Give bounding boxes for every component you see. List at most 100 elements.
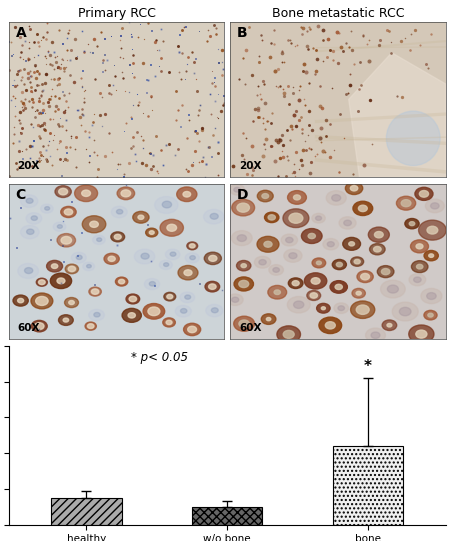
Circle shape [32,320,47,332]
Circle shape [141,253,149,259]
Circle shape [361,274,369,280]
Circle shape [350,186,358,191]
Circle shape [349,242,355,246]
Circle shape [126,294,140,304]
Circle shape [185,253,199,263]
Circle shape [205,281,220,292]
Title: Primary RCC: Primary RCC [77,8,155,21]
Circle shape [129,296,137,302]
Circle shape [183,192,191,197]
Circle shape [254,256,271,268]
Circle shape [405,219,419,229]
Circle shape [326,190,346,205]
Circle shape [89,309,104,321]
Circle shape [353,201,373,215]
Circle shape [409,325,434,343]
Circle shape [162,201,171,208]
Circle shape [351,301,375,319]
Circle shape [418,220,446,240]
Circle shape [323,239,339,250]
Text: 20X: 20X [18,161,40,171]
Circle shape [339,217,356,229]
Circle shape [392,302,418,321]
Circle shape [425,199,444,213]
Circle shape [234,277,253,291]
Circle shape [206,305,223,317]
Circle shape [284,249,302,262]
Circle shape [315,216,322,220]
Circle shape [122,308,141,322]
Circle shape [288,278,303,288]
Circle shape [344,220,351,226]
Circle shape [330,281,347,293]
Circle shape [332,260,347,269]
Circle shape [108,256,115,261]
Circle shape [241,263,247,268]
Circle shape [286,237,293,243]
Title: Bone metastatic RCC: Bone metastatic RCC [272,8,404,21]
Text: B: B [237,27,248,41]
Circle shape [128,313,135,318]
Circle shape [427,293,436,300]
Circle shape [24,268,33,274]
Circle shape [427,226,438,234]
Circle shape [428,313,433,317]
Circle shape [149,231,154,234]
Circle shape [338,306,345,311]
Circle shape [117,209,123,214]
Circle shape [264,241,272,247]
Circle shape [274,290,280,294]
Circle shape [377,266,394,278]
Circle shape [184,270,192,275]
Circle shape [114,234,121,239]
Circle shape [111,232,125,242]
Circle shape [31,216,37,220]
Polygon shape [349,53,446,177]
Circle shape [68,266,76,272]
Circle shape [259,260,266,265]
Circle shape [148,307,160,315]
Circle shape [307,291,321,300]
Circle shape [289,253,297,259]
Circle shape [292,281,299,286]
Circle shape [204,252,221,265]
Circle shape [166,249,180,260]
Circle shape [368,227,389,242]
Circle shape [159,260,172,269]
Circle shape [57,234,76,247]
Circle shape [90,221,99,227]
Circle shape [325,322,335,329]
Circle shape [58,315,73,325]
Circle shape [335,284,342,289]
Circle shape [104,253,119,265]
Circle shape [188,326,197,333]
Circle shape [265,212,279,222]
Circle shape [411,261,428,273]
Circle shape [57,278,65,283]
Circle shape [424,311,437,320]
Circle shape [212,308,218,313]
Circle shape [227,294,243,306]
Circle shape [269,265,284,275]
Circle shape [87,324,94,328]
Circle shape [135,249,155,264]
Text: 60X: 60X [18,323,40,333]
Circle shape [266,318,271,321]
Circle shape [343,237,360,250]
Circle shape [237,203,249,212]
Circle shape [232,200,255,216]
Circle shape [75,185,98,202]
Circle shape [239,280,249,288]
Circle shape [257,190,273,202]
Circle shape [396,196,416,210]
Circle shape [310,293,317,298]
Circle shape [387,285,398,293]
Circle shape [31,293,53,309]
Circle shape [409,222,415,226]
Circle shape [76,255,82,260]
Circle shape [163,318,176,327]
Circle shape [39,280,45,285]
Circle shape [401,200,411,207]
Circle shape [316,261,321,265]
Circle shape [18,263,39,279]
